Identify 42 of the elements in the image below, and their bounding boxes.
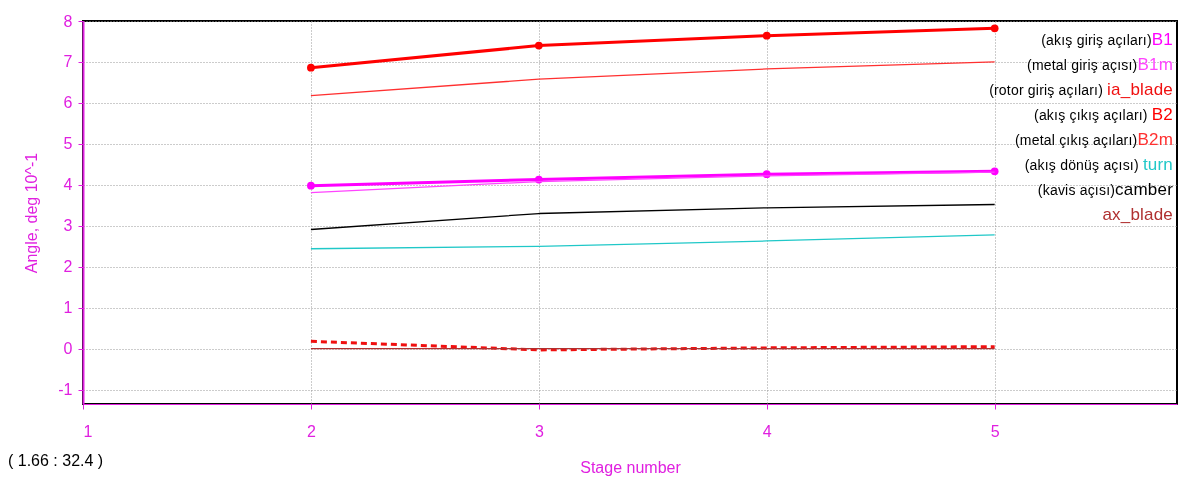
y-tick-label: -1	[58, 381, 73, 399]
x-tick-label: 4	[762, 422, 772, 440]
x-tick-label: 1	[83, 422, 93, 440]
line-series	[310, 203, 996, 231]
y-tick-label: 8	[63, 12, 73, 30]
text: camber	[1115, 180, 1173, 199]
x-tick-label: 2	[306, 422, 316, 440]
annotation: (akış giriş açıları)	[1041, 32, 1152, 48]
y-tick-label: 4	[63, 176, 73, 194]
text: ia_blade	[1107, 80, 1173, 99]
annotation: (metal çıkış açıları)	[1014, 132, 1138, 148]
point	[990, 167, 999, 176]
annotation: (akış çıkış açıları)	[1034, 107, 1149, 123]
point	[307, 63, 315, 72]
x-tick-label: 5	[990, 422, 1000, 440]
x-tick-label: 3	[534, 422, 544, 440]
text: turn	[1142, 155, 1173, 174]
line-series	[309, 339, 997, 352]
annotation: (kavis açısı)	[1037, 182, 1116, 198]
y-axis-title: Angle, deg 10^-1	[23, 152, 41, 274]
point	[990, 24, 999, 33]
annotation: (metal giriş açısı)	[1027, 57, 1138, 73]
y-tick-label: 1	[63, 299, 73, 317]
text: ax_blade	[1102, 205, 1173, 224]
text: B1m	[1137, 55, 1173, 74]
y-tick-label: 6	[63, 94, 73, 112]
text: B2m	[1137, 130, 1173, 149]
y-tick-label: 5	[63, 135, 73, 153]
y-tick-label: 3	[63, 217, 73, 235]
y-tick-label: 0	[63, 340, 73, 358]
annotation: (rotor giriş açıları)	[989, 82, 1104, 98]
text: B1	[1151, 30, 1173, 49]
point	[307, 181, 315, 190]
point	[762, 31, 771, 40]
y-tick-label: 2	[63, 258, 73, 276]
text: B2	[1151, 105, 1173, 124]
text: ( 1.66 : 32.4 )	[8, 452, 104, 469]
x-axis-title: Stage number	[580, 458, 682, 476]
y-tick-label: 7	[63, 53, 73, 71]
point	[534, 41, 543, 50]
line-series	[310, 234, 996, 250]
annotation: (akış dönüş açısı)	[1024, 157, 1140, 173]
